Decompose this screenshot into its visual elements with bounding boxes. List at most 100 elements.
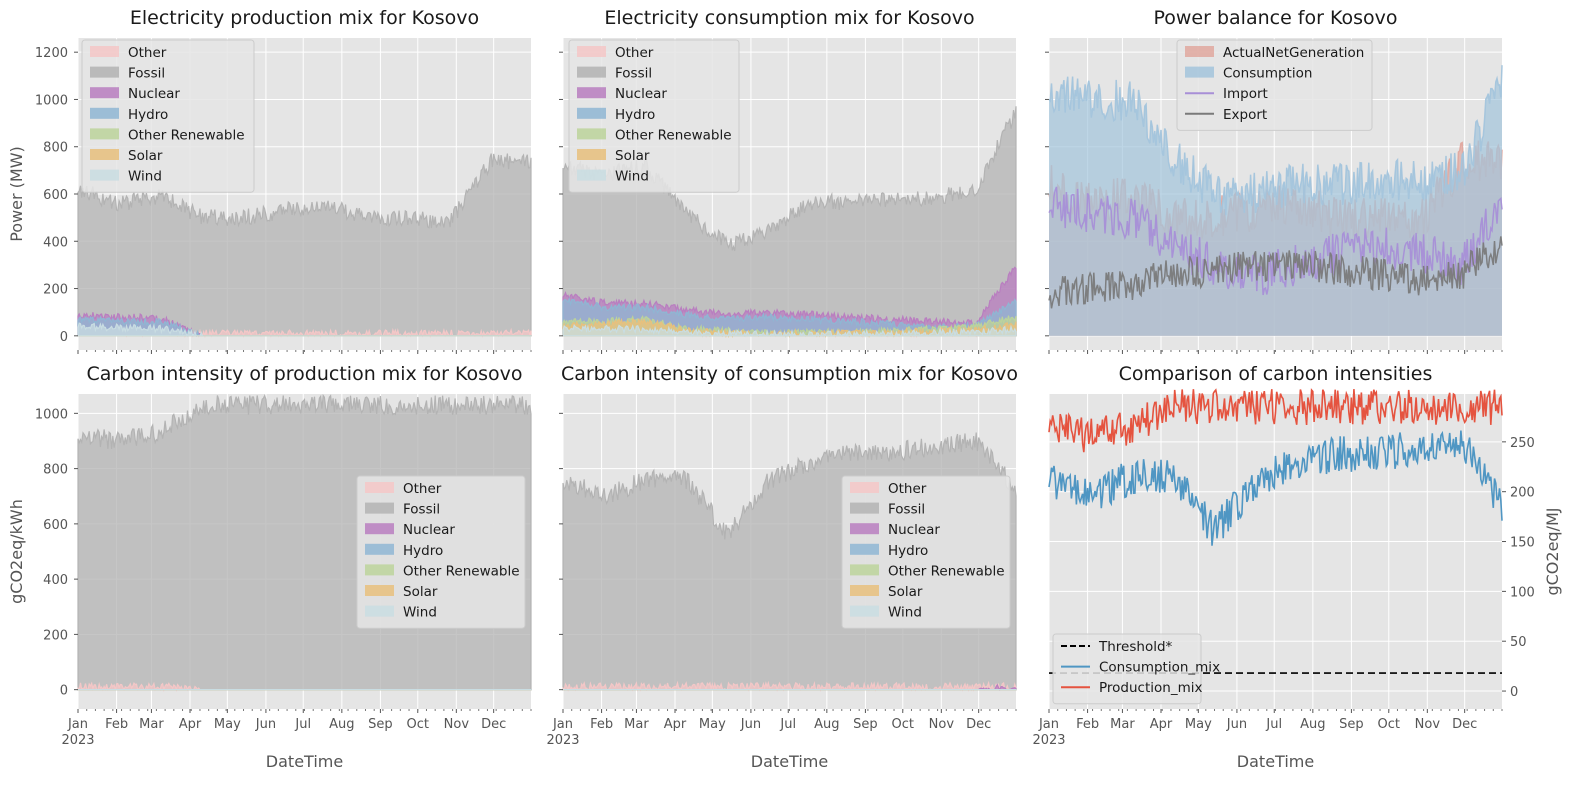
- legend-label: Nuclear: [403, 522, 455, 538]
- chart-panel-3: Power balance for Kosovo ActualNetGenerat…: [1045, 7, 1503, 354]
- legend-box: [356, 475, 526, 629]
- x-tick-label: Feb: [1076, 717, 1099, 732]
- legend-swatch: [90, 66, 119, 78]
- legend-swatch: [850, 523, 879, 535]
- x-tick-label: Nov: [444, 717, 470, 732]
- x-tick-label: Oct: [892, 717, 914, 732]
- chart-panel-4: 0 200 400 600 800 1000 Jan Feb Mar Apr May Jun Jul Au…: [7, 363, 532, 771]
- legend-box: [81, 39, 255, 193]
- legend-swatch: [365, 502, 394, 514]
- legend-swatch: [577, 128, 606, 140]
- y-tick-label: 600: [43, 518, 68, 533]
- y-tick-label: 0: [60, 330, 68, 345]
- chart-panel-1: 0 200 400 600 800 1000 1200 Electricity product…: [7, 7, 532, 354]
- legend-box: [841, 475, 1011, 629]
- legend-label: Nuclear: [128, 86, 180, 102]
- x-year-label: 2023: [61, 733, 94, 748]
- series-line-production_mix: [1048, 388, 1503, 453]
- series-line-consumption: [1048, 65, 1503, 216]
- chart-title: Carbon intensity of production mix for K…: [86, 363, 522, 385]
- area-wind: [562, 323, 1017, 338]
- legend-label: Import: [1223, 86, 1268, 102]
- legend-swatch: [365, 585, 394, 596]
- series-line-export: [1048, 236, 1503, 309]
- chart-panel-5: Jan Feb Mar Apr May Jun Jul Aug Sep Oct Nov Dec 2023…: [546, 363, 1018, 771]
- x-tick-label: Apr: [1150, 717, 1173, 732]
- x-tick-label: Apr: [664, 717, 687, 732]
- legend-swatch: [90, 87, 119, 99]
- x-tick-label: Sep: [1339, 717, 1364, 732]
- y-tick-label: 800: [43, 463, 68, 478]
- legend-swatch: [90, 107, 119, 119]
- legend-label: Wind: [403, 605, 437, 621]
- x-tick-label: Jul: [779, 717, 796, 732]
- legend-label: Nuclear: [615, 86, 667, 102]
- legend-swatch: [365, 564, 394, 576]
- legend-label: Solar: [403, 584, 438, 600]
- legend-label: Fossil: [615, 66, 652, 82]
- legend-swatch: [365, 543, 394, 555]
- legend-swatch: [90, 46, 119, 57]
- y-tick-label: 600: [43, 188, 68, 203]
- legend: ActualNetGeneration Consumption Import Expo…: [1176, 39, 1373, 131]
- legend-box: [568, 39, 740, 193]
- legend-label: Fossil: [403, 502, 440, 518]
- y-tick-label: 1000: [35, 407, 68, 422]
- legend-label: Wind: [888, 605, 922, 621]
- y-tick-label: 200: [1510, 486, 1535, 501]
- x-tick-label: Jul: [1265, 717, 1282, 732]
- y-tick-label: 0: [60, 684, 68, 699]
- x-tick-label: Aug: [1300, 717, 1325, 732]
- x-axis-label: DateTime: [1237, 752, 1314, 771]
- y-axis-label: gCO2eq/kWh: [7, 499, 26, 604]
- legend-label: Hydro: [128, 107, 168, 123]
- chart-panel-2: Electricity consumption mix for Kosovo Ot…: [559, 7, 1017, 354]
- x-tick-label: Jul: [294, 717, 311, 732]
- legend-label: Other Renewable: [128, 127, 245, 143]
- legend-swatch: [1185, 66, 1214, 78]
- chart-panel-6: 0 50 100 150 200 250 Jan Feb Mar Apr May Jun Jul Aug S…: [1032, 363, 1562, 771]
- legend: Other Fossil Nuclear Hydro Other Renewable So…: [356, 475, 526, 629]
- x-tick-label: Apr: [179, 717, 202, 732]
- chart-title: Electricity consumption mix for Kosovo: [604, 7, 974, 29]
- y-tick-label: 200: [43, 628, 68, 643]
- legend-swatch: [90, 128, 119, 140]
- y-tick-label: 50: [1510, 635, 1527, 650]
- area-fossil: [77, 153, 532, 337]
- x-axis-label: DateTime: [266, 752, 343, 771]
- x-tick-label: Aug: [814, 717, 839, 732]
- area-wind: [77, 322, 532, 338]
- legend: Other Fossil Nuclear Hydro Other Renewable So…: [841, 475, 1011, 629]
- y-tick-label: 800: [43, 141, 68, 156]
- legend-swatch: [850, 564, 879, 576]
- legend-label: Hydro: [403, 543, 443, 559]
- x-tick-label: May: [1185, 717, 1212, 732]
- y-tick-label: 100: [1510, 585, 1535, 600]
- series-line-consumption_mix: [1048, 430, 1503, 546]
- legend-swatch: [365, 523, 394, 535]
- legend-label: Production_mix: [1099, 680, 1202, 696]
- legend-swatch: [577, 66, 606, 78]
- legend-label: Other Renewable: [403, 563, 520, 579]
- legend-swatch: [850, 482, 879, 493]
- legend: Other Fossil Nuclear Hydro Other Renewable So…: [568, 39, 740, 193]
- legend-label: Other Renewable: [615, 127, 732, 143]
- legend: Threshold* Consumption_mix Production_mix: [1052, 633, 1220, 705]
- legend-label: Solar: [128, 148, 163, 164]
- legend-label: Other: [615, 45, 654, 61]
- legend-swatch: [850, 502, 879, 514]
- legend-swatch: [577, 149, 606, 160]
- legend-label: Wind: [615, 169, 649, 185]
- x-tick-label: Jun: [255, 717, 276, 732]
- x-tick-label: Dec: [1452, 717, 1477, 732]
- legend-label: Other Renewable: [888, 563, 1005, 579]
- legend-swatch: [850, 543, 879, 555]
- area-consumption: [1049, 65, 1502, 336]
- chart-title: Comparison of carbon intensities: [1119, 363, 1433, 385]
- series-line-import: [1048, 186, 1503, 296]
- legend-label: Export: [1223, 107, 1267, 123]
- legend-label: Consumption_mix: [1099, 660, 1220, 676]
- x-tick-label: Sep: [368, 717, 393, 732]
- x-tick-label: Jun: [740, 717, 761, 732]
- y-tick-label: 1000: [35, 93, 68, 108]
